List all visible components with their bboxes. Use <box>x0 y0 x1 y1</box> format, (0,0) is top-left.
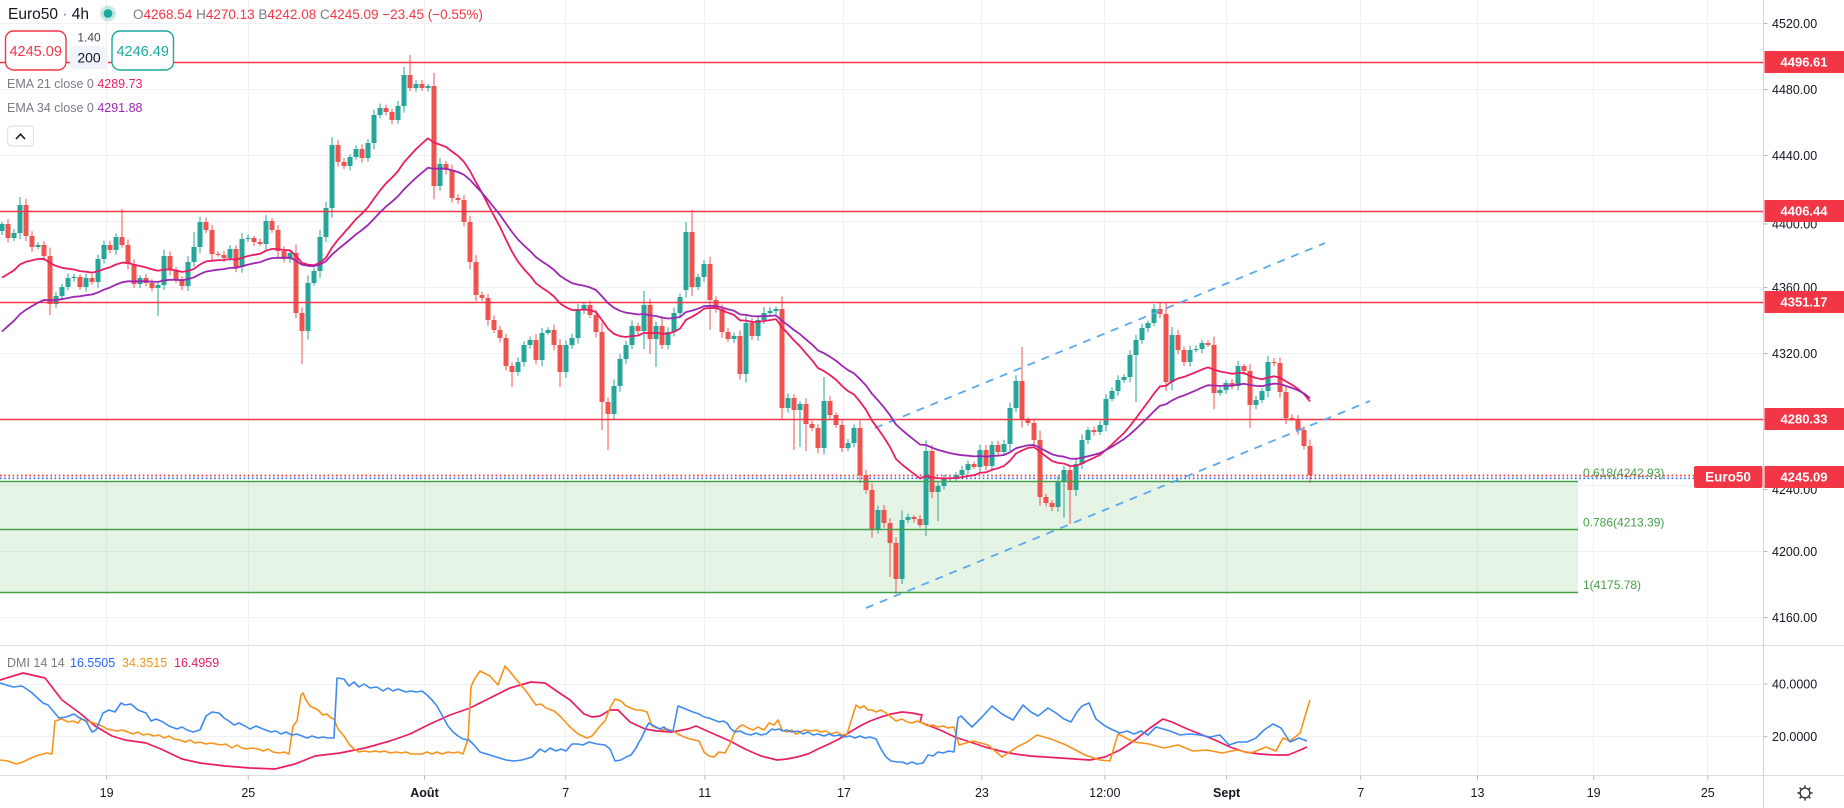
svg-text:4245.09: 4245.09 <box>1781 470 1828 485</box>
svg-text:4351.17: 4351.17 <box>1781 295 1828 310</box>
svg-text:EMA 34 close 0 4291.88: EMA 34 close 0 4291.88 <box>7 101 143 115</box>
svg-text:4280.33: 4280.33 <box>1781 412 1828 427</box>
svg-text:Euro50: Euro50 <box>1705 470 1751 485</box>
svg-text:4160.00: 4160.00 <box>1772 611 1817 625</box>
svg-text:7: 7 <box>1357 786 1364 800</box>
svg-text:40.0000: 40.0000 <box>1772 677 1817 691</box>
svg-text:EMA 21 close 0 4289.73: EMA 21 close 0 4289.73 <box>7 77 143 91</box>
svg-text:4245.09: 4245.09 <box>9 44 61 60</box>
svg-text:DMI 14 14: DMI 14 14 <box>7 656 65 670</box>
svg-text:200: 200 <box>77 50 101 66</box>
svg-text:19: 19 <box>1587 786 1601 800</box>
svg-text:4480.00: 4480.00 <box>1772 83 1817 97</box>
svg-text:17: 17 <box>837 786 851 800</box>
svg-text:25: 25 <box>1701 786 1715 800</box>
svg-text:0.786(4213.39): 0.786(4213.39) <box>1583 516 1664 530</box>
svg-text:4200.00: 4200.00 <box>1772 545 1817 559</box>
svg-text:O4268.54 H4270.13 B4242.08 C42: O4268.54 H4270.13 B4242.08 C4245.09 −23.… <box>133 7 483 22</box>
svg-text:16.4959: 16.4959 <box>174 656 219 670</box>
svg-text:Sept: Sept <box>1213 786 1241 800</box>
svg-text:13: 13 <box>1471 786 1485 800</box>
svg-text:20.0000: 20.0000 <box>1772 730 1817 744</box>
svg-text:16.5505: 16.5505 <box>70 656 115 670</box>
svg-text:19: 19 <box>100 786 114 800</box>
svg-text:Août: Août <box>410 786 439 800</box>
svg-text:4406.44: 4406.44 <box>1781 204 1829 219</box>
svg-text:34.3515: 34.3515 <box>122 656 167 670</box>
svg-text:12:00: 12:00 <box>1089 786 1120 800</box>
svg-text:4246.49: 4246.49 <box>116 44 168 60</box>
svg-text:4320.00: 4320.00 <box>1772 347 1817 361</box>
svg-text:25: 25 <box>241 786 255 800</box>
svg-text:4520.00: 4520.00 <box>1772 17 1817 31</box>
svg-text:1.40: 1.40 <box>77 31 101 45</box>
svg-text:4440.00: 4440.00 <box>1772 149 1817 163</box>
svg-text:4496.61: 4496.61 <box>1781 55 1828 70</box>
svg-text:7: 7 <box>562 786 569 800</box>
svg-text:1(4175.78): 1(4175.78) <box>1583 578 1641 592</box>
svg-text:11: 11 <box>698 786 711 800</box>
svg-text:Euro50 · 4h: Euro50 · 4h <box>8 6 89 23</box>
svg-text:0.618(4242.93): 0.618(4242.93) <box>1583 466 1664 480</box>
svg-text:23: 23 <box>975 786 989 800</box>
